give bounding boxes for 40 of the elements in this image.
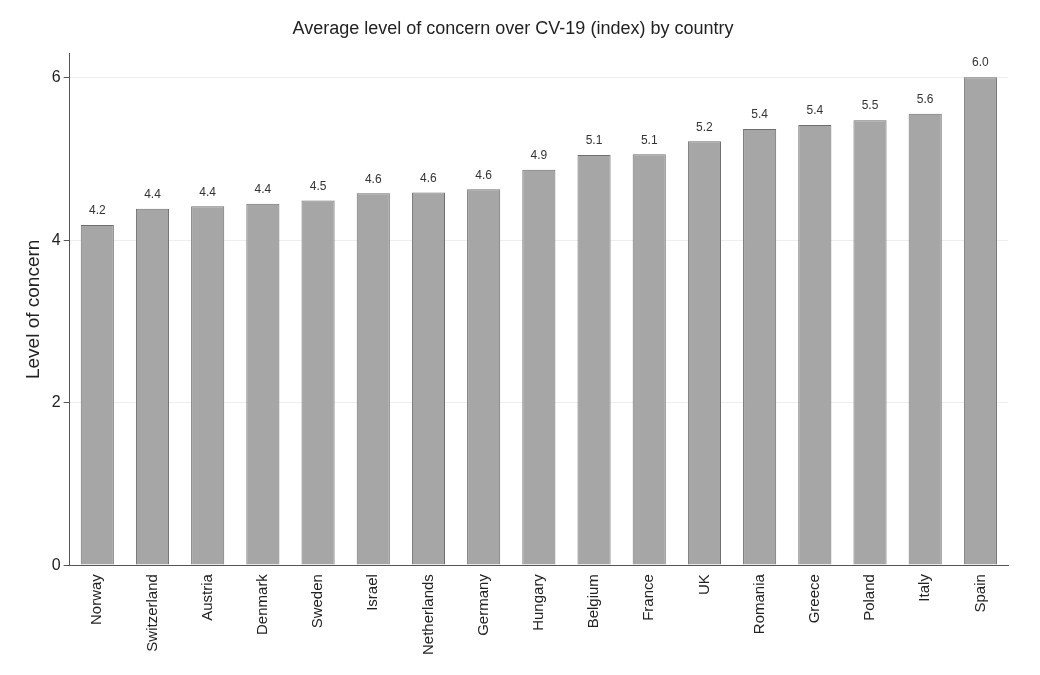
x-tick-label: Norway: [87, 573, 105, 625]
data-label: 5.2: [696, 119, 714, 134]
x-tick-label: Romania: [749, 573, 767, 635]
x-tick-label: Denmark: [253, 573, 271, 635]
data-label: 4.6: [420, 170, 438, 185]
data-label: 5.1: [585, 133, 603, 148]
data-label: 4.6: [364, 171, 382, 186]
data-label: 4.4: [254, 182, 272, 197]
x-tick-label: Belgium: [584, 574, 602, 629]
x-tick-label: Poland: [860, 574, 878, 621]
data-label: 5.5: [861, 98, 879, 113]
y-tick-label: 6: [51, 68, 61, 86]
x-tick-label: Greece: [804, 574, 822, 624]
data-label: 5.4: [751, 107, 769, 122]
data-label: 4.4: [144, 186, 162, 201]
data-label: 4.4: [199, 184, 217, 199]
data-label: 5.4: [806, 103, 824, 118]
data-label: 4.9: [530, 148, 548, 163]
chart-title: Average level of concern over CV-19 (index) by country: [292, 17, 734, 38]
data-label: 4.6: [475, 167, 493, 182]
data-label: 5.1: [640, 132, 658, 147]
x-tick-label: UK: [694, 574, 712, 595]
x-tick-label: Netherlands: [418, 574, 436, 656]
y-tick-label: 0: [51, 555, 61, 573]
x-tick-label: Spain: [970, 574, 988, 613]
data-label: 6.0: [972, 55, 990, 70]
data-label: 5.6: [916, 92, 934, 106]
x-tick-label: Switzerland: [142, 574, 160, 652]
y-axis-title: Level of concern: [21, 239, 43, 380]
x-tick-label: Austria: [197, 573, 215, 621]
data-label: 4.2: [88, 203, 106, 218]
x-tick-label: Sweden: [308, 574, 326, 629]
x-tick-label: Italy: [915, 573, 933, 602]
y-tick-label: 4: [51, 230, 61, 248]
x-tick-label: Israel: [363, 574, 381, 611]
x-tick-label: Hungary: [528, 573, 546, 631]
x-tick-label: France: [639, 574, 657, 621]
data-label: 4.5: [309, 178, 327, 193]
x-tick-label: Germany: [473, 573, 491, 636]
y-tick-label: 2: [51, 393, 61, 411]
